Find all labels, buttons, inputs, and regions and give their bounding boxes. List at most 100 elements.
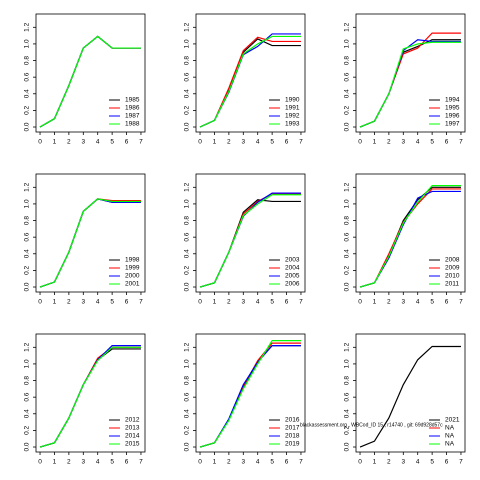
- legend-label: 2014: [125, 433, 140, 440]
- x-tick-label: 7: [299, 299, 303, 306]
- y-tick-label: 0.6: [24, 392, 31, 401]
- plot-frame: [35, 13, 146, 133]
- legend-label: 2010: [445, 273, 460, 280]
- x-tick-label: 1: [213, 459, 217, 466]
- y-tick-label: 0.8: [344, 216, 351, 225]
- legend-label: NA: [445, 425, 455, 432]
- series-line: [199, 194, 301, 288]
- panel: 0 1 2 3 4 5 6 70.00.20.40.60.81.01.22021NANANAb…: [300, 333, 466, 466]
- x-tick-label: 5: [270, 299, 274, 306]
- y-tick-label: 0.2: [184, 265, 191, 274]
- y-tick-label: 1.0: [344, 39, 351, 48]
- x-tick-label: 3: [401, 139, 405, 146]
- legend-label: 1987: [125, 113, 140, 120]
- y-tick-label: 1.2: [344, 22, 351, 31]
- series-line: [359, 41, 461, 128]
- y-tick-label: 0.2: [24, 265, 31, 274]
- legend-label: 2017: [285, 425, 300, 432]
- x-tick-label: 6: [285, 299, 289, 306]
- y-tick-label: 0.2: [344, 105, 351, 114]
- y-tick-label: 0.6: [344, 72, 351, 81]
- x-tick-label: 3: [401, 299, 405, 306]
- x-tick-label: 2: [387, 459, 391, 466]
- plot-frame: [195, 333, 306, 453]
- y-tick-label: 0.0: [184, 122, 191, 131]
- x-tick-label: 6: [125, 299, 129, 306]
- panel: 0 1 2 3 4 5 6 70.00.20.40.60.81.01.219981999200…: [24, 173, 146, 306]
- legend-label: 1999: [125, 265, 140, 272]
- annotation: blackassessment.org , WBCod_ID 15 , r147…: [300, 422, 443, 428]
- legend-label: 1992: [285, 113, 300, 120]
- y-tick-label: 0.6: [184, 232, 191, 241]
- y-tick-label: 0.4: [344, 409, 351, 418]
- y-tick-label: 1.2: [184, 22, 191, 31]
- panel: 0 1 2 3 4 5 6 70.00.20.40.60.81.01.220162017201…: [184, 333, 306, 466]
- y-tick-label: 0.0: [24, 122, 31, 131]
- y-tick-label: 0.4: [24, 249, 31, 258]
- x-tick-label: 0: [38, 139, 42, 146]
- y-tick-label: 1.2: [184, 182, 191, 191]
- legend-label: 1985: [125, 97, 140, 104]
- legend-label: 1986: [125, 105, 140, 112]
- x-tick-label: 5: [110, 139, 114, 146]
- x-tick-label: 2: [387, 299, 391, 306]
- legend-label: 1998: [125, 257, 140, 264]
- legend-label: 2000: [125, 273, 140, 280]
- x-tick-label: 2: [227, 139, 231, 146]
- x-tick-label: 1: [373, 299, 377, 306]
- y-tick-label: 1.0: [184, 199, 191, 208]
- legend-label: 2003: [285, 257, 300, 264]
- legend-label: 2004: [285, 265, 300, 272]
- legend-label: 1993: [285, 121, 300, 128]
- x-tick-label: 6: [285, 139, 289, 146]
- y-tick-label: 0.4: [184, 249, 191, 258]
- x-tick-label: 3: [241, 459, 245, 466]
- y-tick-label: 0.4: [184, 409, 191, 418]
- x-tick-label: 1: [373, 459, 377, 466]
- x-tick-label: 1: [53, 139, 57, 146]
- x-tick-label: 4: [416, 459, 420, 466]
- x-tick-label: 5: [270, 459, 274, 466]
- y-tick-label: 0.2: [344, 425, 351, 434]
- plot-frame: [355, 13, 466, 133]
- legend-label: 2006: [285, 281, 300, 288]
- plot-frame: [195, 13, 306, 133]
- x-tick-label: 5: [110, 459, 114, 466]
- y-tick-label: 0.6: [344, 392, 351, 401]
- x-tick-label: 6: [445, 139, 449, 146]
- y-tick-label: 1.2: [344, 342, 351, 351]
- y-tick-label: 0.2: [24, 425, 31, 434]
- x-tick-label: 6: [125, 139, 129, 146]
- plot-frame: [35, 173, 146, 293]
- x-tick-label: 6: [445, 299, 449, 306]
- y-tick-label: 1.0: [344, 199, 351, 208]
- legend-label: NA: [445, 441, 455, 448]
- y-tick-label: 0.0: [344, 282, 351, 291]
- x-tick-label: 7: [139, 459, 143, 466]
- x-tick-label: 7: [459, 139, 463, 146]
- legend-label: 2021: [445, 417, 460, 424]
- series-line: [39, 35, 141, 128]
- x-tick-label: 3: [241, 299, 245, 306]
- x-tick-label: 5: [430, 299, 434, 306]
- y-tick-label: 0.6: [184, 392, 191, 401]
- y-tick-label: 0.2: [184, 105, 191, 114]
- x-tick-label: 5: [110, 299, 114, 306]
- x-tick-label: 5: [430, 459, 434, 466]
- y-tick-label: 0.0: [24, 442, 31, 451]
- y-tick-label: 0.4: [184, 89, 191, 98]
- legend-label: 2019: [285, 441, 300, 448]
- legend-label: 1996: [445, 113, 460, 120]
- x-tick-label: 4: [96, 459, 100, 466]
- y-tick-label: 0.6: [24, 232, 31, 241]
- x-tick-label: 1: [213, 139, 217, 146]
- plot-frame: [355, 173, 466, 293]
- x-tick-label: 2: [227, 299, 231, 306]
- x-tick-label: 0: [198, 139, 202, 146]
- legend-label: 1990: [285, 97, 300, 104]
- y-tick-label: 0.0: [184, 282, 191, 291]
- legend-label: NA: [445, 433, 455, 440]
- legend-label: 2009: [445, 265, 460, 272]
- y-tick-label: 0.8: [184, 376, 191, 385]
- x-tick-label: 0: [358, 299, 362, 306]
